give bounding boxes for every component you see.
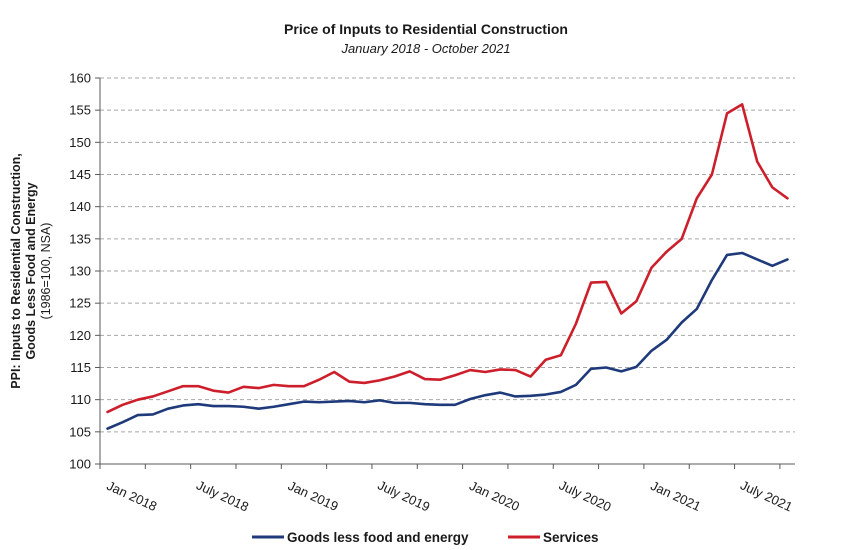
y-tick-label: 105 bbox=[69, 424, 91, 439]
x-tick-label: Jan 2018 bbox=[104, 478, 159, 514]
series-line-goods bbox=[106, 251, 789, 430]
y-axis-label: PPI: Inputs to Residential Construction,… bbox=[9, 153, 53, 388]
y-tick-label: 160 bbox=[69, 71, 91, 86]
x-tick-label: July 2018 bbox=[194, 477, 251, 514]
x-tick-label: July 2020 bbox=[557, 477, 614, 514]
series-lines bbox=[106, 103, 789, 430]
x-tick-label: Jan 2020 bbox=[467, 478, 522, 514]
legend-label-services: Services bbox=[543, 530, 599, 545]
y-tick-label: 125 bbox=[69, 296, 91, 311]
y-tick-label: 120 bbox=[69, 328, 91, 343]
gridlines bbox=[100, 77, 795, 433]
y-axis-label-line1: PPI: Inputs to Residential Construction, bbox=[9, 153, 23, 388]
y-axis-label-line3: (1986=100, NSA) bbox=[39, 223, 53, 320]
y-tick-label: 155 bbox=[69, 103, 91, 118]
x-tick-label: July 2019 bbox=[375, 477, 432, 514]
y-tick-label: 110 bbox=[70, 392, 91, 407]
y-tick-label: 100 bbox=[69, 457, 91, 472]
y-tick-label: 150 bbox=[69, 135, 91, 150]
series-line-services bbox=[106, 103, 789, 414]
x-tick-label: Jan 2019 bbox=[286, 478, 341, 514]
chart-subtitle: January 2018 - October 2021 bbox=[340, 41, 510, 56]
y-tick-label: 135 bbox=[69, 231, 91, 246]
y-tick-label: 130 bbox=[69, 264, 91, 279]
y-tick-label: 140 bbox=[69, 199, 91, 214]
x-tick-label: July 2021 bbox=[738, 477, 795, 514]
x-tick-label: Jan 2021 bbox=[648, 478, 703, 514]
legend-label-goods: Goods less food and energy bbox=[287, 530, 469, 545]
y-axis-label-line2: Goods Less Food and Energy bbox=[24, 182, 38, 359]
y-tick-label: 115 bbox=[70, 360, 91, 375]
y-tick-label: 145 bbox=[69, 167, 91, 182]
x-axis-ticks: Jan 2018 July 2018 Jan 2019 July 2019 Jan 20… bbox=[99, 464, 795, 514]
legend: Goods less food and energy Services bbox=[252, 530, 599, 545]
y-axis-ticks: 100 105 110 115 120 125 130 135 140 145 150 155 160 bbox=[69, 71, 100, 472]
chart-title: Price of Inputs to Residential Construct… bbox=[284, 21, 568, 37]
